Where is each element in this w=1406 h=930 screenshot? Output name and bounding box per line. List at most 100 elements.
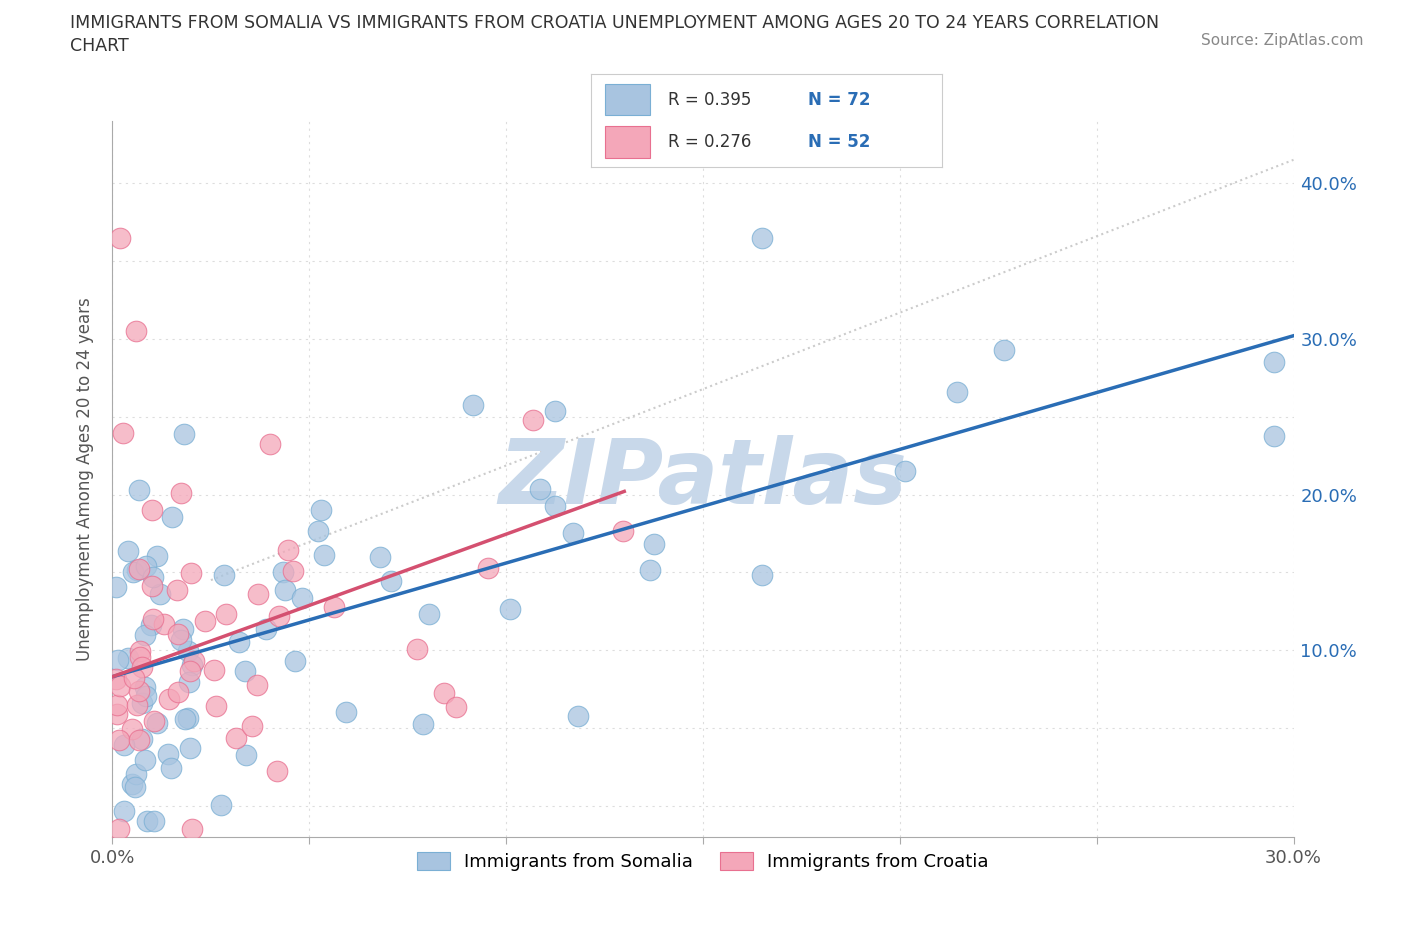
Bar [605,84,650,115]
Point [1263,354,1285,369]
Point [142,569,165,584]
Point [166,583,188,598]
Point [233,663,256,678]
Point [146,549,169,564]
Point [194,614,217,629]
Point [561,526,583,541]
Point [167,684,190,699]
Point [124,766,146,781]
Point [1263,428,1285,443]
Point [405,642,427,657]
Point [122,565,145,579]
Point [291,591,314,605]
Point [134,752,156,767]
Point [418,606,440,621]
Point [141,503,163,518]
Point [283,564,305,578]
Point [254,622,277,637]
Text: CHART: CHART [70,37,129,55]
Point [160,761,183,776]
Point [247,586,270,601]
Point [638,563,661,578]
Point [180,658,202,672]
Point [112,426,135,441]
Point [128,733,150,748]
Point [529,482,551,497]
Point [141,578,163,593]
Point [246,677,269,692]
Point [112,737,135,752]
Point [117,543,139,558]
Point [125,698,148,712]
Point [181,822,204,837]
Text: ZIPatlas: ZIPatlas [499,435,907,523]
Point [544,404,567,418]
Point [323,600,346,615]
Point [235,748,257,763]
Point [169,632,191,647]
Point [105,707,128,722]
Point [129,644,152,659]
Point [993,342,1015,357]
Point [751,567,773,582]
Point [240,719,263,734]
Point [128,684,150,698]
Point [309,503,332,518]
Point [135,688,157,703]
Point [179,663,201,678]
Point [259,436,281,451]
Point [125,324,148,339]
Point [177,674,200,689]
Point [176,644,198,658]
Point [312,547,335,562]
Point [128,483,150,498]
Point [131,732,153,747]
Point [170,485,193,500]
Point [433,686,456,701]
Point [477,560,499,575]
Point [751,231,773,246]
Point [284,653,307,668]
Point [117,651,139,666]
Point [121,722,143,737]
Point [173,426,195,441]
Point [135,814,157,829]
Point [142,814,165,829]
Point [274,583,297,598]
Point [522,413,544,428]
Point [153,617,176,631]
Point [215,606,238,621]
Point [149,587,172,602]
Point [128,649,150,664]
Point [225,731,247,746]
Point [135,559,157,574]
Point [499,602,522,617]
Point [108,679,131,694]
Point [643,537,665,551]
Point [134,680,156,695]
Point [267,609,290,624]
Point [228,634,250,649]
Point [202,662,225,677]
Point [463,397,485,412]
Point [567,709,589,724]
Text: N = 72: N = 72 [808,90,870,109]
Point [209,797,232,812]
Point [105,671,128,686]
Point [380,574,402,589]
Point [134,627,156,642]
Point [105,579,128,594]
Point [368,550,391,565]
Legend: Immigrants from Somalia, Immigrants from Croatia: Immigrants from Somalia, Immigrants from… [411,844,995,878]
Point [307,524,329,538]
Point [142,612,165,627]
Point [122,671,145,685]
Point [108,822,131,837]
Point [277,543,299,558]
Point [612,524,634,538]
Text: R = 0.395: R = 0.395 [668,90,751,109]
Point [167,626,190,641]
Point [180,565,202,580]
Point [110,231,132,246]
Point [214,568,236,583]
